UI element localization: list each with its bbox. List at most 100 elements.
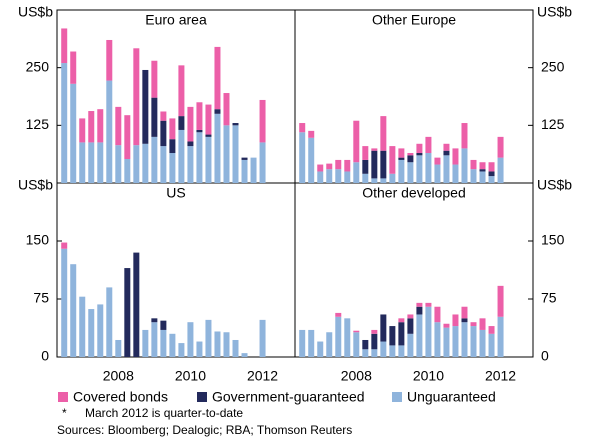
bar-segment: [434, 164, 441, 183]
bar-segment: [214, 331, 221, 357]
bar-segment: [416, 153, 423, 156]
bar-segment: [160, 320, 167, 330]
bar-segment: [196, 132, 203, 183]
bar-segment: [416, 143, 423, 154]
legend-label: Unguaranteed: [407, 389, 496, 405]
bar-segment: [250, 157, 257, 183]
bar-segment: [398, 322, 405, 346]
y-axis-label: US$b: [537, 177, 572, 193]
bar-segment: [299, 132, 306, 183]
bar-segment: [232, 339, 239, 357]
bar-segment: [407, 318, 414, 334]
bar-segment: [470, 326, 477, 357]
bar-segment: [380, 178, 387, 183]
bar-segment: [362, 339, 369, 350]
x-tick-label: 2012: [247, 368, 278, 384]
bar-segment: [142, 69, 149, 144]
bar-segment: [353, 120, 360, 163]
bar-segment: [259, 142, 266, 183]
bar-segment: [389, 345, 396, 357]
bar-segment: [398, 318, 405, 323]
bar-segment: [479, 318, 486, 330]
bar-segment: [223, 93, 230, 126]
bar-segment: [187, 106, 194, 142]
bar-segment: [335, 312, 342, 317]
y-tick-label: 75: [33, 290, 49, 306]
bar-segment: [434, 306, 441, 323]
bar-segment: [88, 111, 95, 143]
x-tick-label: 2012: [485, 368, 516, 384]
bar-segment: [488, 162, 495, 172]
bar-segment: [326, 332, 333, 357]
bar-segment: [196, 102, 203, 130]
bar-segment: [425, 136, 432, 154]
bar-segment: [452, 164, 459, 183]
bar-segment: [425, 302, 432, 307]
bar-segment: [61, 242, 68, 249]
bar-segment: [97, 142, 104, 183]
bar-segment: [205, 134, 212, 137]
bar-segment: [380, 150, 387, 179]
bar-segment: [434, 157, 441, 165]
bar-segment: [335, 169, 342, 183]
bar-segment: [407, 153, 414, 156]
bar-segment: [160, 146, 167, 183]
bar-segment: [371, 178, 378, 183]
bar-segment: [479, 329, 486, 357]
x-tick-label: 2008: [103, 368, 134, 384]
bar-segment: [106, 80, 113, 183]
bar-segment: [259, 319, 266, 357]
bar-segment: [443, 323, 450, 328]
bar-segment: [380, 314, 387, 342]
bar-segment: [497, 157, 504, 183]
bar-segment: [380, 116, 387, 151]
bar-segment: [232, 125, 239, 183]
legend-label: Covered bonds: [73, 389, 168, 405]
bar-segment: [61, 28, 68, 64]
bar-segment: [317, 341, 324, 357]
legend-swatch: [197, 392, 207, 402]
bar-segment: [97, 109, 104, 143]
bar-segment: [79, 296, 86, 357]
bar-segment: [61, 63, 68, 184]
bar-segment: [479, 171, 486, 183]
bar-segment: [452, 326, 459, 357]
bar-segment: [398, 157, 405, 160]
bar-segment: [488, 333, 495, 357]
bar-segment: [452, 148, 459, 165]
bar-segment: [326, 169, 333, 183]
bar-segment: [124, 159, 131, 183]
panel-title: Other developed: [362, 185, 466, 201]
bar-segment: [151, 136, 158, 183]
bar-segment: [317, 164, 324, 172]
bar-segment: [151, 97, 158, 137]
y-tick-label: 250: [541, 58, 565, 74]
y-tick-label: 0: [41, 348, 49, 364]
bar-segment: [196, 129, 203, 133]
bar-segment: [416, 155, 423, 183]
bar-segment: [70, 51, 77, 84]
bar-segment: [488, 176, 495, 183]
bar-segment: [223, 125, 230, 183]
bar-segment: [169, 118, 176, 140]
y-tick-label: 150: [26, 232, 50, 248]
bar-segment: [407, 162, 414, 183]
bar-segment: [187, 146, 194, 183]
bar-segment: [232, 123, 239, 126]
bar-segment: [205, 319, 212, 357]
bar-segment: [461, 322, 468, 357]
bar-segment: [308, 130, 315, 138]
bar-segment: [407, 155, 414, 163]
bar-segment: [214, 109, 221, 114]
bar-segment: [178, 116, 185, 130]
bar-segment: [142, 143, 149, 183]
legend-swatch: [392, 392, 402, 402]
bar-segment: [371, 333, 378, 350]
bar-segment: [241, 159, 248, 183]
bar-segment: [443, 327, 450, 357]
bar-segment: [389, 146, 396, 174]
legend-label: Government-guaranteed: [212, 389, 365, 405]
bar-segment: [461, 123, 468, 149]
bar-segment: [308, 137, 315, 183]
y-tick-label: 125: [26, 116, 50, 132]
